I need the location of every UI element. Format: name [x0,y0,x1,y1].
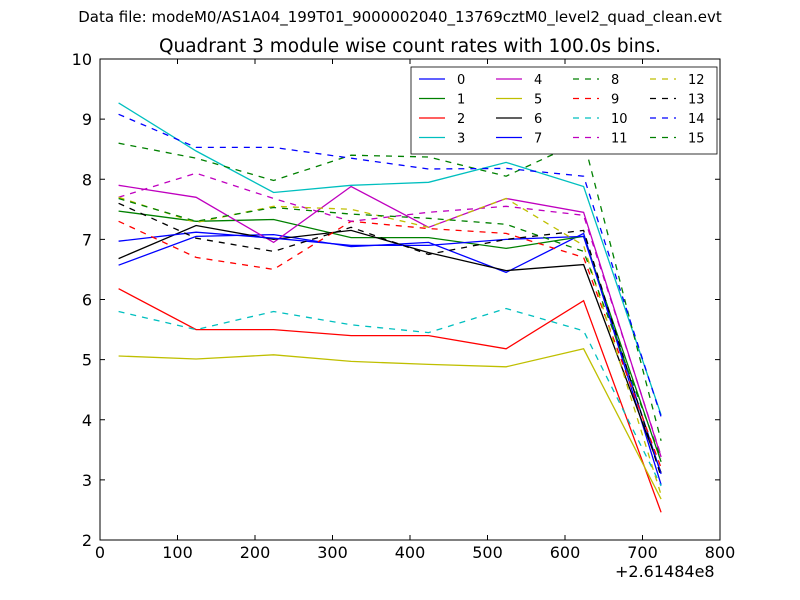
x-tick-label-400: 400 [395,543,426,562]
series-line-2 [118,288,662,513]
legend-label-8: 8 [611,73,619,88]
x-axis-offset-label: +2.61484e8 [615,562,715,581]
series-line-10 [118,307,662,487]
x-tick-label-0: 0 [95,543,105,562]
x-tick-label-200: 200 [240,543,271,562]
x-tick-label-700: 700 [627,543,658,562]
x-tick-label-800: 800 [705,543,736,562]
series-line-3 [118,102,662,416]
legend-label-14: 14 [688,112,705,127]
series-line-12 [118,196,662,496]
legend-label-9: 9 [611,93,619,108]
series-line-1 [118,210,662,463]
legend-label-5: 5 [534,93,542,108]
y-tick-label-7: 7 [82,230,92,249]
data-file-suptitle: Data file: modeM0/AS1A04_199T01_90000020… [78,8,722,26]
series-line-15 [118,197,662,460]
y-tick-label-5: 5 [82,351,92,370]
legend-label-12: 12 [688,73,705,88]
x-tick-label-100: 100 [162,543,193,562]
series-layer [118,102,662,513]
x-tick-label-300: 300 [317,543,348,562]
legend-label-6: 6 [534,112,542,127]
y-tick-label-8: 8 [82,170,92,189]
y-tick-label-6: 6 [82,291,92,310]
x-tick-label-500: 500 [472,543,503,562]
x-tick-label-600: 600 [550,543,581,562]
y-tick-label-3: 3 [82,471,92,490]
chart-title: Quadrant 3 module wise count rates with … [158,36,662,57]
series-line-6 [118,224,662,473]
legend-label-4: 4 [534,73,542,88]
y-tick-label-9: 9 [82,110,92,129]
series-line-7 [118,231,662,475]
legend-label-3: 3 [457,132,465,147]
y-tick-label-10: 10 [72,50,92,69]
legend-box [410,66,718,155]
legend-label-15: 15 [688,132,705,147]
series-line-0 [118,232,662,485]
series-line-13 [118,202,662,478]
legend-label-13: 13 [688,93,705,108]
y-tick-label-2: 2 [82,531,92,550]
legend-label-2: 2 [457,112,465,127]
y-tick-label-4: 4 [82,411,92,430]
legend-label-0: 0 [457,73,465,88]
series-line-9 [118,220,662,469]
legend-label-7: 7 [534,132,542,147]
series-line-5 [118,348,662,500]
legend-label-10: 10 [611,112,628,127]
legend-label-11: 11 [611,132,628,147]
series-line-4 [118,184,662,458]
series-line-14 [118,113,662,417]
legend-label-1: 1 [457,93,465,108]
